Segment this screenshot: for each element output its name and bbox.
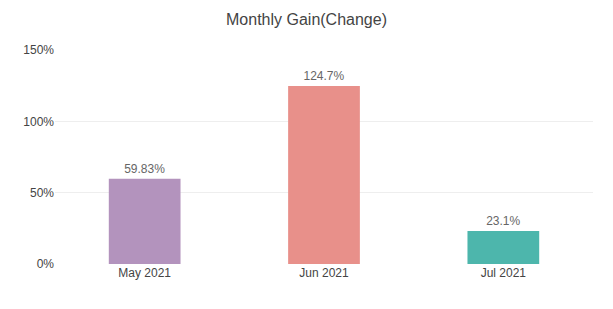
svg-text:Monthly Gain(Change): Monthly Gain(Change)	[226, 11, 387, 28]
svg-text:100%: 100%	[23, 115, 54, 129]
svg-text:150%: 150%	[23, 43, 54, 57]
svg-text:May 2021: May 2021	[118, 266, 171, 280]
svg-text:Jun 2021: Jun 2021	[299, 266, 349, 280]
svg-text:23.1%: 23.1%	[486, 214, 520, 228]
svg-text:50%: 50%	[30, 186, 54, 200]
svg-text:59.83%: 59.83%	[124, 162, 165, 176]
svg-text:Jul 2021: Jul 2021	[481, 266, 527, 280]
svg-text:0%: 0%	[37, 257, 55, 271]
svg-text:124.7%: 124.7%	[303, 69, 344, 83]
